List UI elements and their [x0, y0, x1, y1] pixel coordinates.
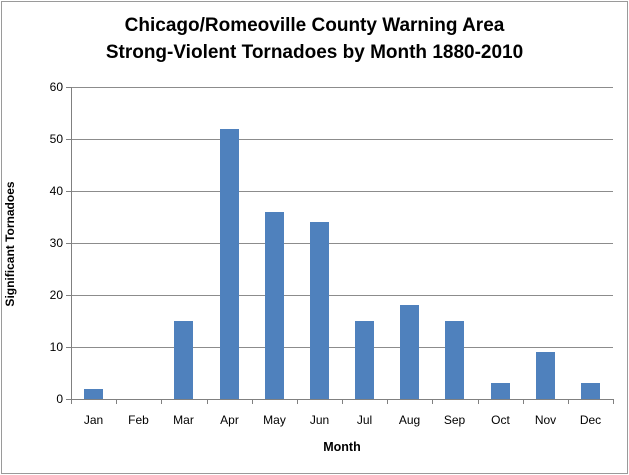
bar-dec — [581, 383, 600, 399]
gridline — [71, 191, 613, 192]
x-tick-mark — [478, 399, 479, 404]
bar-may — [265, 212, 284, 399]
y-tick-mark — [66, 399, 71, 400]
gridline — [71, 87, 613, 88]
bar-mar — [174, 321, 193, 399]
chart-title: Chicago/Romeoville County Warning Area S… — [2, 12, 627, 66]
y-tick-mark — [66, 139, 71, 140]
x-tick-mark — [387, 399, 388, 404]
y-tick-mark — [66, 347, 71, 348]
x-tick-mark — [342, 399, 343, 404]
bar-sep — [445, 321, 464, 399]
y-tick-label: 10 — [49, 340, 63, 354]
plot-area — [71, 87, 613, 399]
x-category-label: Dec — [579, 413, 602, 427]
x-category-label: Nov — [534, 413, 557, 427]
x-axis-title: Month — [323, 440, 361, 454]
bar-jun — [310, 222, 329, 399]
x-tick-mark — [432, 399, 433, 404]
bar-aug — [400, 305, 419, 399]
x-category-label: Jun — [309, 413, 330, 427]
y-tick-label: 0 — [56, 392, 63, 406]
chart-title-line2: Strong-Violent Tornadoes by Month 1880-2… — [105, 42, 524, 63]
bar-oct — [491, 383, 510, 399]
x-tick-mark — [116, 399, 117, 404]
y-tick-label: 30 — [49, 236, 63, 250]
x-tick-mark — [207, 399, 208, 404]
x-category-label: Jul — [356, 413, 373, 427]
chart-title-line1: Chicago/Romeoville County Warning Area — [124, 15, 505, 36]
y-tick-mark — [66, 87, 71, 88]
bar-jan — [84, 389, 103, 399]
bar-apr — [220, 129, 239, 399]
x-category-label: Feb — [128, 413, 149, 427]
y-axis-line — [71, 87, 72, 404]
y-tick-label: 20 — [49, 288, 63, 302]
x-tick-mark — [161, 399, 162, 404]
x-category-label: Oct — [491, 413, 510, 427]
y-tick-label: 40 — [49, 184, 63, 198]
gridline — [71, 347, 613, 348]
x-axis-line — [66, 399, 613, 400]
x-category-label: Sep — [443, 413, 466, 427]
y-tick-mark — [66, 191, 71, 192]
y-axis-title: Significant Tornadoes — [3, 181, 17, 307]
y-tick-mark — [66, 243, 71, 244]
bar-nov — [536, 352, 555, 399]
y-tick-label: 60 — [49, 80, 63, 94]
y-tick-mark — [66, 295, 71, 296]
gridline — [71, 139, 613, 140]
x-category-label: May — [263, 413, 286, 427]
x-category-label: Apr — [220, 413, 239, 427]
gridline — [71, 295, 613, 296]
x-tick-mark — [568, 399, 569, 404]
x-tick-mark — [297, 399, 298, 404]
x-tick-mark — [613, 399, 614, 404]
x-category-label: Aug — [398, 413, 421, 427]
x-category-label: Mar — [173, 413, 194, 427]
gridline — [71, 243, 613, 244]
y-tick-label: 50 — [49, 132, 63, 146]
x-tick-mark — [252, 399, 253, 404]
x-tick-mark — [523, 399, 524, 404]
x-category-label: Jan — [83, 413, 104, 427]
bar-jul — [355, 321, 374, 399]
x-tick-mark — [71, 399, 72, 404]
